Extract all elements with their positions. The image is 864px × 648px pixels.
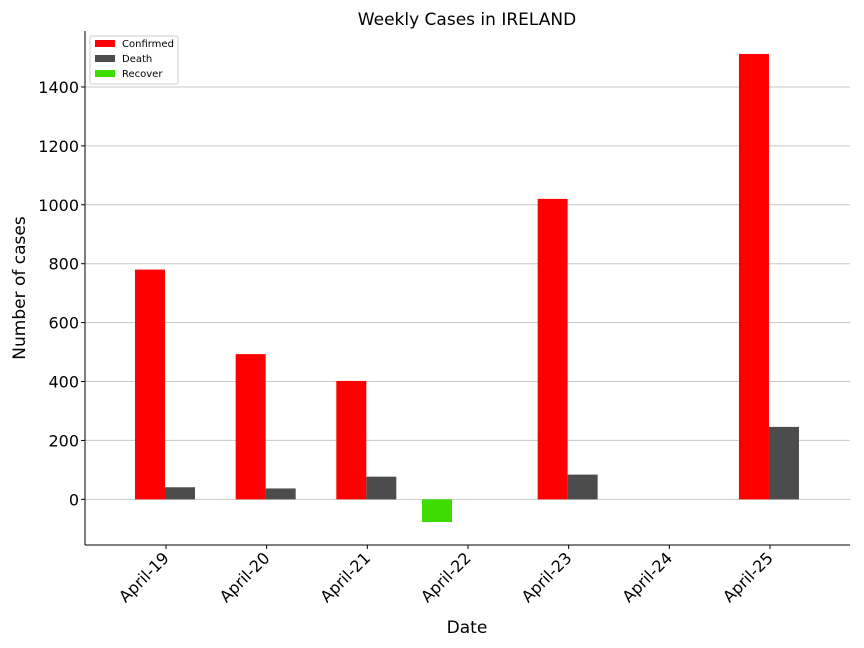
legend-label-recover: Recover (122, 69, 163, 80)
x-ticks: April-19 April-20 April-21 April-22 April-23… (115, 545, 777, 606)
bar-recover-april-22 (421, 499, 452, 523)
bars (135, 53, 799, 523)
x-tick-label: April-19 (115, 548, 173, 606)
bar-confirmed-april-21 (336, 380, 367, 500)
chart-title: Weekly Cases in IRELAND (358, 10, 576, 30)
bar-confirmed-april-19 (135, 269, 165, 500)
x-tick-label: April-25 (719, 548, 777, 606)
y-tick-label: 800 (48, 255, 79, 274)
y-tick-label: 200 (48, 431, 79, 450)
x-tick-label: April-20 (216, 548, 274, 606)
x-tick-label: April-21 (316, 548, 374, 606)
bar-death-april-23 (567, 474, 598, 500)
y-axis-label: Number of cases (10, 216, 30, 360)
x-tick-label: April-22 (417, 548, 475, 606)
y-tick-label: 400 (48, 373, 79, 392)
legend-label-death: Death (122, 54, 152, 65)
y-tick-label: 0 (69, 490, 79, 509)
legend-label-confirmed: Confirmed (122, 39, 174, 50)
bar-death-april-20 (265, 488, 296, 500)
axes (84, 31, 850, 546)
y-tick-label: 1400 (38, 78, 79, 97)
y-tick-label: 1200 (38, 137, 79, 156)
bar-confirmed-april-25 (738, 53, 769, 500)
y-tick-label: 600 (48, 314, 79, 333)
x-tick-label: April-23 (518, 548, 576, 606)
bar-death-april-19 (165, 487, 195, 500)
x-axis-label: Date (447, 618, 488, 638)
y-ticks: 0 200 400 600 800 1000 1200 1400 (38, 78, 85, 509)
bar-confirmed-april-20 (235, 354, 266, 500)
grid-lines (85, 86, 850, 500)
legend-swatch-death (95, 55, 115, 62)
y-tick-label: 1000 (38, 196, 79, 215)
bar-confirmed-april-23 (537, 198, 568, 500)
x-tick-label: April-24 (618, 548, 676, 606)
legend: Confirmed Death Recover (89, 35, 179, 85)
legend-swatch-confirmed (95, 40, 115, 47)
bar-death-april-21 (366, 476, 397, 500)
legend-swatch-recover (95, 70, 115, 77)
bar-death-april-25 (768, 426, 799, 500)
